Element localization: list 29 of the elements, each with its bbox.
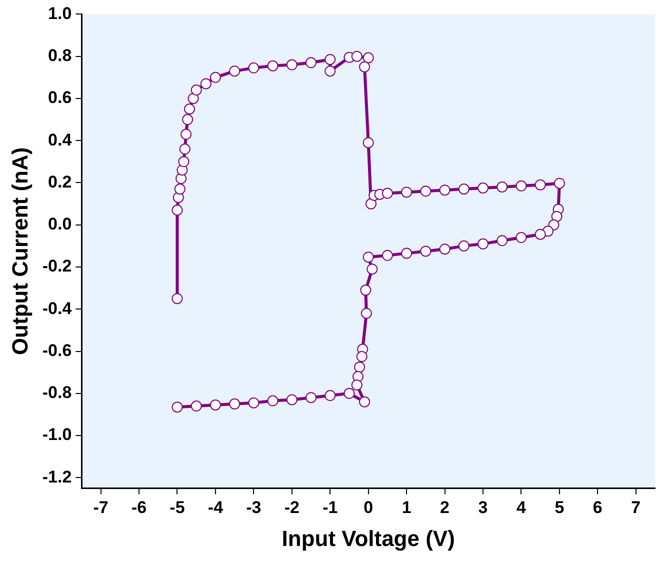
x-tick-label: 4: [516, 498, 526, 518]
x-tick-label: -7: [93, 498, 108, 518]
y-tick-label: 0.2: [48, 172, 72, 192]
x-axis-title: Input Voltage (V): [282, 526, 455, 551]
x-tick-label: 6: [592, 498, 602, 518]
y-tick-label: 0.6: [48, 88, 72, 108]
x-tick-label: 5: [554, 498, 564, 518]
x-tick-label: -4: [208, 498, 224, 518]
y-tick-label: 0.0: [48, 214, 72, 234]
y-tick-label: -0.6: [42, 340, 72, 360]
x-tick-label: 3: [478, 498, 488, 518]
x-tick-label: -1: [322, 498, 338, 518]
y-axis-title: Output Current (nA): [7, 147, 32, 356]
y-tick-label: 0.4: [48, 130, 72, 150]
x-tick-label: 2: [440, 498, 450, 518]
x-tick-label: -6: [131, 498, 147, 518]
y-tick-label: -0.8: [42, 383, 72, 402]
y-tick-label: -0.2: [42, 256, 72, 276]
y-tick-label: -1.2: [42, 467, 72, 486]
x-tick-label: 1: [402, 498, 412, 518]
y-tick-label: -1.0: [42, 425, 72, 444]
x-tick-label: -5: [170, 498, 185, 518]
y-tick-label: 1.0: [48, 4, 72, 23]
x-tick-label: -3: [246, 498, 262, 518]
x-tick-label: 7: [631, 498, 641, 518]
x-tick-label: -2: [284, 498, 300, 518]
x-tick-label: 0: [364, 498, 374, 518]
y-tick-label: 0.8: [48, 46, 72, 66]
y-tick-label: -0.4: [42, 298, 72, 318]
